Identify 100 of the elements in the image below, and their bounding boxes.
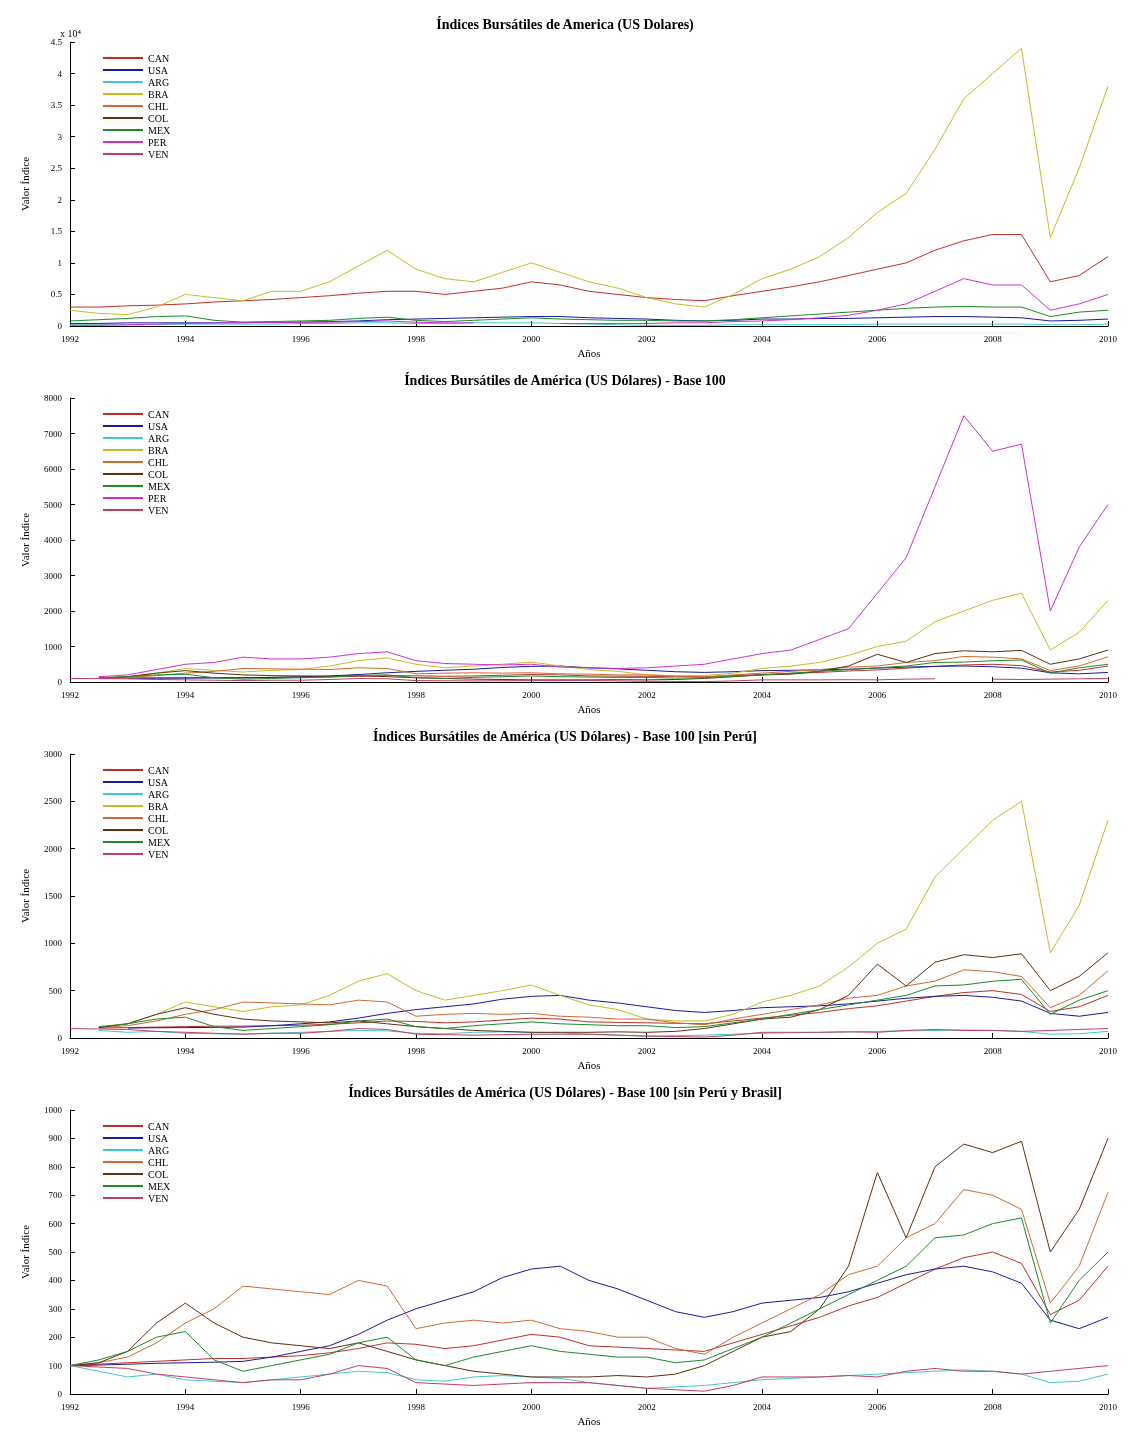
- x-axis-title: Años: [577, 703, 601, 716]
- x-tick-label: 2002: [637, 333, 656, 344]
- legend-label: VEN: [148, 504, 169, 516]
- y-tick-label: 700: [48, 1190, 63, 1201]
- chart-title: Índices Bursátiles de América (US Dólares) - Base 100 [sin Perú y Brasil]: [348, 1083, 782, 1101]
- x-tick-label: 2004: [753, 1401, 772, 1412]
- legend-label: VEN: [148, 848, 169, 860]
- x-tick-label: 1998: [407, 1401, 426, 1412]
- x-tick-label: 1992: [61, 333, 79, 344]
- x-tick-label: 1996: [291, 1045, 311, 1056]
- x-tick-label: 2008: [983, 689, 1003, 700]
- line-series: [69, 47, 1109, 316]
- legend-label: USA: [148, 776, 169, 788]
- y-tick-label: 300: [48, 1303, 63, 1314]
- legend-label: COL: [148, 112, 168, 124]
- y-axis-title: Valor Índice: [18, 1224, 31, 1280]
- x-tick-label: 2000: [522, 689, 541, 700]
- x-tick-label: 2010: [1099, 1045, 1118, 1056]
- y-axis-title: Valor Índice: [18, 156, 31, 212]
- y-tick-label: 4.5: [50, 37, 63, 47]
- legend-label: BRA: [148, 800, 170, 812]
- legend-label: USA: [148, 64, 169, 76]
- x-axis-title: Años: [577, 1415, 601, 1428]
- y-tick-label: 500: [48, 1247, 63, 1257]
- x-tick-label: 1996: [291, 333, 311, 344]
- legend-label: CHL: [148, 1156, 168, 1168]
- y-tick-label: 1500: [44, 891, 63, 901]
- legend-label: MEX: [148, 1180, 171, 1192]
- y-tick-label: 7000: [44, 428, 63, 439]
- y-tick-label: 3: [57, 131, 63, 142]
- y-tick-label: 2000: [44, 606, 63, 616]
- x-tick-label: 1992: [61, 689, 79, 700]
- x-tick-label: 2010: [1099, 689, 1118, 700]
- x-tick-label: 1994: [176, 689, 195, 700]
- y-tick-label: 100: [48, 1360, 63, 1371]
- y-tick-label: 2500: [44, 796, 63, 807]
- line-series: [98, 952, 1109, 1033]
- legend-label: VEN: [148, 1192, 169, 1204]
- legend-label: USA: [148, 1132, 169, 1144]
- y-tick-label: 2000: [44, 843, 63, 854]
- x-tick-label: 2002: [637, 1401, 656, 1412]
- legend-label: PER: [148, 492, 167, 504]
- y-tick-label: 1000: [44, 641, 63, 652]
- y-tick-label: 0.5: [50, 289, 63, 300]
- x-tick-label: 2006: [868, 1045, 887, 1056]
- legend-label: ARG: [148, 76, 170, 88]
- chart-title: Índices Bursátiles de America (US Dolares): [436, 15, 695, 33]
- legend-label: CAN: [148, 52, 170, 64]
- legend-label: VEN: [148, 148, 169, 160]
- legend-label: PER: [148, 136, 167, 148]
- y-tick-label: 1: [57, 257, 62, 268]
- legend-label: ARG: [148, 788, 170, 800]
- x-tick-label: 2004: [753, 333, 772, 344]
- line-series: [98, 978, 1109, 1031]
- y-tick-label: 0: [57, 1033, 63, 1043]
- legend-label: COL: [148, 824, 168, 836]
- y-tick-label: 400: [48, 1275, 63, 1286]
- y-tick-label: 4: [57, 68, 63, 79]
- legend-label: MEX: [148, 480, 171, 492]
- line-series: [69, 233, 1109, 308]
- line-series: [69, 1217, 1109, 1372]
- legend-label: COL: [148, 468, 168, 480]
- x-axis-title: Años: [577, 1059, 601, 1072]
- chart-title: Índices Bursátiles de América (US Dólares) - Base 100: [404, 371, 726, 389]
- x-tick-label: 2006: [868, 689, 887, 700]
- x-tick-label: 1992: [61, 1045, 79, 1056]
- x-tick-label: 2004: [753, 1045, 772, 1056]
- x-tick-label: 2004: [753, 689, 772, 700]
- y-tick-label: 0: [57, 677, 63, 687]
- x-tick-label: 1998: [407, 1045, 426, 1056]
- y-tick-label: 500: [48, 985, 63, 996]
- y-axis-title: Valor Índice: [18, 512, 31, 568]
- y-tick-label: 8000: [44, 393, 63, 403]
- x-tick-label: 1994: [176, 1401, 195, 1412]
- y-tick-label: 1000: [44, 938, 63, 949]
- y-tick-label: 5000: [44, 499, 63, 510]
- legend-label: USA: [148, 420, 169, 432]
- x-axis-title: Años: [577, 347, 601, 360]
- y-tick-label: 900: [48, 1133, 63, 1144]
- y-tick-label: 800: [48, 1161, 63, 1172]
- x-tick-label: 2000: [522, 333, 541, 344]
- x-tick-label: 2008: [983, 1401, 1003, 1412]
- y-tick-label: 6000: [44, 464, 63, 474]
- x-tick-label: 1994: [176, 333, 195, 344]
- x-tick-label: 2002: [637, 1045, 656, 1056]
- y-tick-label: 0: [57, 321, 63, 331]
- x-tick-label: 1998: [407, 333, 426, 344]
- legend-label: BRA: [148, 88, 170, 100]
- legend-label: CAN: [148, 408, 170, 420]
- y-axis-title: Valor Índice: [18, 868, 31, 924]
- x-tick-label: 1998: [407, 689, 426, 700]
- legend-label: CHL: [148, 456, 168, 468]
- legend-label: MEX: [148, 836, 171, 848]
- legend-label: CHL: [148, 812, 168, 824]
- y-tick-label: 3.5: [50, 100, 63, 111]
- y-tick-label: 2.5: [50, 163, 63, 174]
- y-tick-label: 1000: [44, 1105, 63, 1115]
- y-tick-label: 3000: [44, 570, 63, 581]
- legend-label: ARG: [148, 1144, 170, 1156]
- chart-title: Índices Bursátiles de América (US Dólares) - Base 100 [sin Perú]: [373, 727, 757, 745]
